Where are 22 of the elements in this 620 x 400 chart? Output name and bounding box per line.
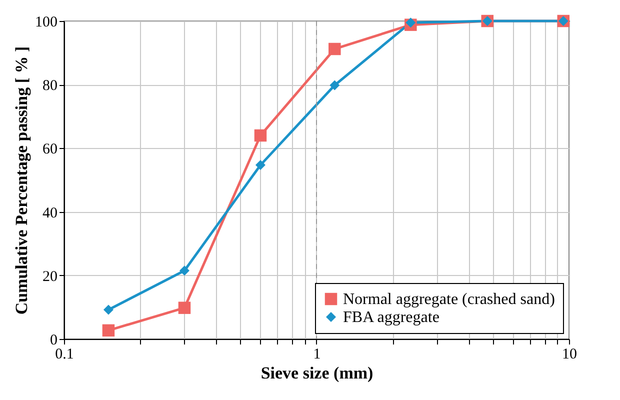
point	[254, 129, 267, 142]
point	[103, 304, 114, 315]
y-tick-label: 20	[42, 268, 58, 285]
y-tick-label: 80	[42, 78, 58, 94]
legend-label: Normal aggregate (crashed sand)	[343, 291, 555, 308]
point	[178, 302, 191, 314]
point	[406, 18, 416, 28]
point	[330, 80, 340, 90]
point	[255, 160, 266, 170]
point	[102, 324, 115, 337]
x-axis-title: Sieve size (mm)	[260, 364, 374, 382]
y-tick-label: 100	[35, 14, 58, 30]
y-tick-label: 60	[42, 142, 58, 158]
point	[328, 42, 341, 56]
x-tick-label: 0.1	[55, 346, 74, 362]
x-tick-label: 10	[562, 346, 577, 362]
y-tick-label: 0	[50, 332, 58, 348]
y-axis-title: Cumulative Percentage passing [ % ]	[12, 46, 31, 315]
legend-label: FBA aggregate	[343, 309, 440, 326]
x-tick-label: 1	[313, 346, 321, 362]
y-tick-label: 40	[42, 205, 58, 222]
point	[179, 266, 190, 276]
